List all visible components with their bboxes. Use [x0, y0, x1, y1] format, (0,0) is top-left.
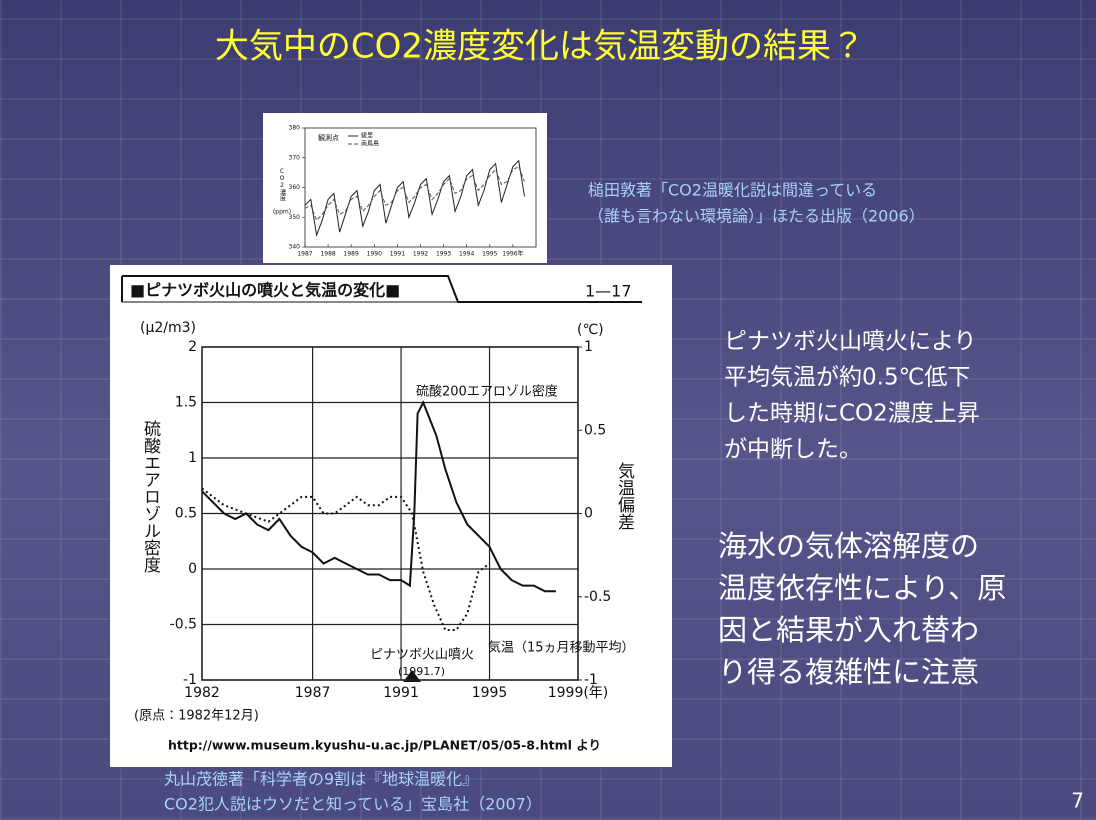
- y-tick-label: 370: [289, 154, 301, 161]
- citation: （誰も言わない環境論）」ほたる出版（2006）: [588, 207, 925, 226]
- y-axis-unit: (μ2/m3): [140, 320, 196, 336]
- source-note: http://www.museum.kyushu-u.ac.jp/PLANET/…: [168, 738, 601, 753]
- x-tick-label: 1990: [367, 251, 382, 258]
- x-tick-label: 1991: [383, 685, 419, 701]
- y-tick-label: 360: [289, 184, 301, 191]
- x-tick-label: 1982: [184, 685, 220, 701]
- citation: CO2犯人説はウソだと知っている」宝島社（2007）: [164, 795, 542, 814]
- x-tick-label: 1995: [482, 251, 497, 258]
- series-line: [304, 159, 525, 238]
- y-tick-label: 1: [188, 450, 197, 466]
- x-tick-label: 1989: [344, 251, 359, 258]
- slide-title: 大気中のCO2濃度変化は気温変動の結果？: [215, 27, 865, 67]
- y-tick-label: 2: [188, 339, 197, 355]
- citation: 槌田敦著「CO2温暖化説は間違っている: [588, 181, 877, 200]
- origin-note: (原点：1982年12月): [134, 709, 259, 724]
- series-line: [304, 166, 525, 222]
- x-tick-label: 1988: [320, 251, 335, 258]
- figure-co2-panel: [263, 113, 547, 263]
- series-line: [201, 487, 491, 631]
- note-text: 因と結果が入れ替わ: [718, 613, 979, 647]
- y-tick-label: 380: [289, 125, 301, 132]
- note-text: ピナツボ火山噴火により: [724, 329, 977, 355]
- y-tick-label: 350: [289, 214, 301, 221]
- y2-tick-label: -1: [584, 672, 598, 688]
- annotation: ピナツボ火山噴火: [370, 648, 474, 663]
- y-tick-label: -0.5: [170, 617, 197, 633]
- x-tick-label: 1995: [472, 685, 508, 701]
- y2-tick-label: 0.5: [584, 422, 606, 438]
- y-tick-label: -1: [183, 672, 197, 688]
- eruption-marker: [403, 670, 421, 682]
- note-text: した時期にCO2濃度上昇: [724, 401, 980, 427]
- annotation: 硫酸200エアロゾル密度: [416, 384, 558, 400]
- x-tick-label: 1999(年): [548, 685, 609, 701]
- x-tick-label: 1987: [295, 685, 331, 701]
- y2-tick-label: 1: [584, 339, 593, 355]
- y-axis-title: CO2濃度: [279, 168, 286, 202]
- legend-label: 南鳥島: [361, 140, 379, 148]
- y-tick-label: 0: [188, 561, 197, 577]
- legend-title: 観測点: [318, 133, 339, 142]
- annotation: (1991.7): [398, 665, 445, 678]
- series-line: [201, 400, 556, 593]
- y-tick-label: 340: [289, 244, 301, 251]
- chart-title: ■ピナツボ火山の噴火と気温の変化■: [130, 281, 400, 300]
- note-text: り得る複雑性に注意: [718, 655, 979, 689]
- y2-axis-unit: (℃): [577, 322, 604, 338]
- note-text: 温度依存性により、原: [718, 571, 1006, 605]
- legend-label: 綾里: [361, 132, 373, 140]
- y-axis-title: 硫酸エアロゾル密度: [140, 420, 161, 573]
- x-tick-label: 1994: [459, 251, 474, 258]
- annotation: 気温（15ヵ月移動平均）: [488, 640, 635, 656]
- note-text: が中断した。: [724, 437, 862, 463]
- y2-axis-title: 気温偏差: [614, 462, 635, 530]
- chart-code: 1—17: [585, 282, 632, 301]
- page-number: 7: [1071, 789, 1084, 813]
- citation: 丸山茂徳著「科学者の9割は『地球温暖化』: [164, 770, 478, 789]
- x-tick-label: 1987: [297, 251, 312, 258]
- y-tick-label: 1.5: [175, 395, 197, 411]
- header-frame: [122, 275, 642, 303]
- x-tick-label: 1996年: [502, 250, 523, 258]
- note-text: 海水の気体溶解度の: [718, 529, 979, 563]
- x-tick-label: 1992: [413, 251, 428, 258]
- y-tick-label: 0.5: [175, 506, 197, 522]
- note-text: 平均気温が約0.5℃低下: [724, 365, 970, 391]
- x-tick-label: 1991: [390, 251, 405, 258]
- y2-tick-label: 0: [584, 506, 593, 522]
- y-axis-unit: (ppm): [273, 209, 291, 216]
- x-tick-label: 1993: [436, 251, 451, 258]
- y2-tick-label: -0.5: [584, 589, 611, 605]
